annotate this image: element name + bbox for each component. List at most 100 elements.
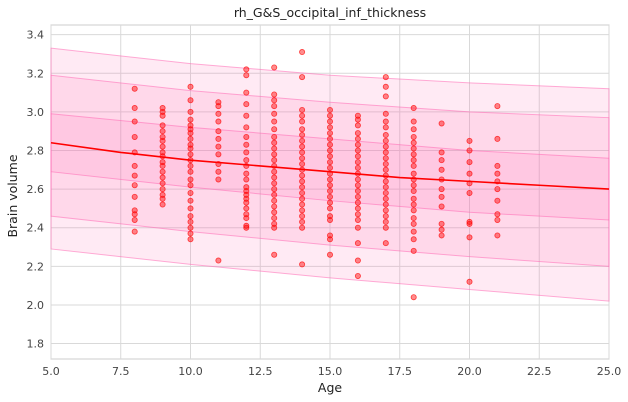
data-point xyxy=(187,83,194,90)
data-point xyxy=(438,186,445,193)
data-point xyxy=(271,197,278,204)
data-point xyxy=(354,141,361,148)
data-point xyxy=(187,176,194,183)
x-ticks: 5.0 7.5 10.0 12.5 15.0 17.5 20.0 22.5 25.0 xyxy=(42,365,621,378)
data-point xyxy=(243,215,250,222)
x-tick-label: 12.5 xyxy=(248,365,273,378)
data-point xyxy=(299,189,306,196)
data-point xyxy=(354,130,361,137)
data-point xyxy=(243,157,250,164)
data-point xyxy=(410,182,417,189)
data-point xyxy=(299,149,306,156)
data-point xyxy=(354,116,361,123)
data-point xyxy=(215,151,222,158)
data-point xyxy=(382,118,389,125)
data-point xyxy=(215,110,222,117)
data-point xyxy=(382,143,389,150)
data-point xyxy=(410,236,417,243)
data-point xyxy=(159,143,166,150)
chart-title: rh_G&S_occipital_inf_thickness xyxy=(234,5,426,20)
data-point xyxy=(243,224,250,231)
data-point xyxy=(382,195,389,202)
data-point xyxy=(243,141,250,148)
data-point xyxy=(354,205,361,212)
data-point xyxy=(382,74,389,81)
data-point xyxy=(326,106,333,113)
data-point xyxy=(187,205,194,212)
data-point xyxy=(187,230,194,237)
data-point xyxy=(271,251,278,258)
data-point xyxy=(187,116,194,123)
data-point xyxy=(326,205,333,212)
data-point xyxy=(410,151,417,158)
data-point xyxy=(299,201,306,208)
data-point xyxy=(354,176,361,183)
data-point xyxy=(354,122,361,129)
data-point xyxy=(187,182,194,189)
data-point xyxy=(271,145,278,152)
data-point xyxy=(131,193,138,200)
data-point xyxy=(438,220,445,227)
data-point xyxy=(271,168,278,175)
data-point xyxy=(410,188,417,195)
data-point xyxy=(438,166,445,173)
data-point xyxy=(271,139,278,146)
data-point xyxy=(382,240,389,247)
data-point xyxy=(494,162,501,169)
data-point xyxy=(215,168,222,175)
data-point xyxy=(410,228,417,235)
y-tick-label: 2.4 xyxy=(27,222,45,235)
data-point xyxy=(354,135,361,142)
data-point xyxy=(382,201,389,208)
data-point xyxy=(271,97,278,104)
data-point xyxy=(299,261,306,268)
x-tick-label: 7.5 xyxy=(112,365,130,378)
data-point xyxy=(382,184,389,191)
data-point xyxy=(131,105,138,112)
data-point xyxy=(410,247,417,254)
data-point xyxy=(382,178,389,185)
y-tick-label: 3.0 xyxy=(27,106,45,119)
percentile-band-2 xyxy=(50,113,610,221)
data-point xyxy=(215,135,222,142)
y-tick-label: 3.4 xyxy=(27,29,45,42)
data-point xyxy=(466,147,473,154)
data-point xyxy=(299,207,306,214)
data-point xyxy=(187,168,194,175)
data-point xyxy=(271,186,278,193)
y-tick-label: 2.8 xyxy=(27,144,45,157)
data-point xyxy=(326,199,333,206)
data-point xyxy=(466,218,473,225)
x-tick-label: 17.5 xyxy=(388,365,413,378)
data-point xyxy=(215,176,222,183)
data-point xyxy=(271,110,278,117)
data-point xyxy=(410,145,417,152)
data-point xyxy=(271,103,278,110)
data-point xyxy=(299,184,306,191)
data-point xyxy=(382,218,389,225)
data-point xyxy=(299,178,306,185)
data-point xyxy=(438,226,445,233)
data-point xyxy=(159,186,166,193)
data-point xyxy=(243,112,250,119)
data-point xyxy=(438,232,445,239)
data-point xyxy=(410,118,417,125)
data-point xyxy=(159,168,166,175)
data-point xyxy=(354,153,361,160)
data-point xyxy=(326,153,333,160)
data-point xyxy=(271,118,278,125)
data-point xyxy=(299,49,306,56)
data-point xyxy=(326,251,333,258)
data-point xyxy=(299,172,306,179)
grid xyxy=(50,25,610,359)
data-point xyxy=(243,176,250,183)
y-ticks: 1.8 2.0 2.2 2.4 2.6 2.8 3.0 3.2 3.4 xyxy=(27,29,45,351)
data-point xyxy=(187,97,194,104)
data-point xyxy=(243,66,250,73)
median-line-group xyxy=(50,141,610,190)
data-point xyxy=(354,257,361,264)
y-tick-label: 2.0 xyxy=(27,299,45,312)
data-point xyxy=(382,207,389,214)
data-point xyxy=(131,228,138,235)
data-point xyxy=(271,209,278,216)
